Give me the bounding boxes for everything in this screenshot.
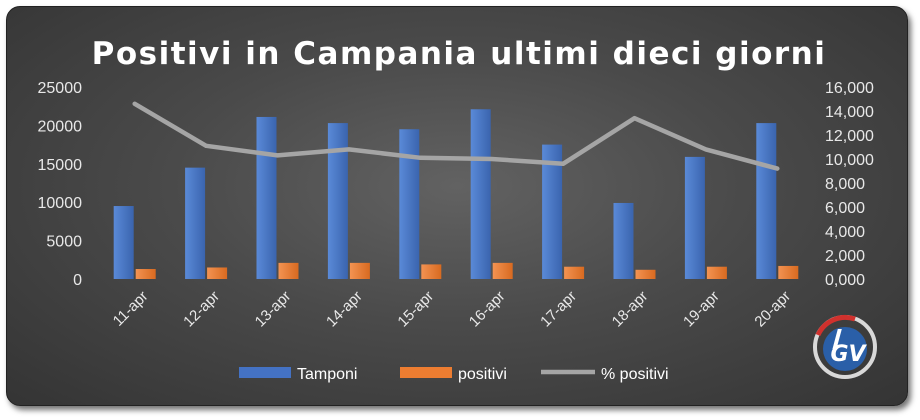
y-right-tick-label: 0,000	[825, 272, 865, 289]
y-axis-left: 0 5000 10000 15000 20000 25000	[38, 80, 83, 289]
x-tick-label: 16-apr	[466, 288, 509, 331]
y-left-tick-label: 10000	[38, 195, 83, 212]
y-right-tick-label: 2,000	[825, 248, 865, 265]
logo-i	[832, 329, 842, 349]
bar-tamponi	[256, 116, 277, 280]
bar-tamponi	[756, 123, 777, 279]
x-tick-label: 18-apr	[609, 288, 652, 331]
y-right-tick-label: 6,000	[825, 200, 865, 217]
legend-label: % positivi	[601, 366, 669, 383]
legend-swatch	[400, 367, 452, 378]
bar-tamponi	[542, 144, 563, 279]
chart-frame: Positivi in Campania ultimi dieci giorni…	[6, 6, 908, 406]
y-left-tick-label: 15000	[38, 157, 83, 174]
x-tick-label: 14-apr	[323, 288, 366, 331]
chart: Positivi in Campania ultimi dieci giorni…	[38, 36, 877, 383]
y-right-tick-label: 16,000	[825, 80, 874, 97]
bar-tamponi	[684, 156, 705, 279]
x-tick-label: 17-apr	[537, 288, 580, 331]
bar-tamponi	[470, 109, 491, 279]
legend-swatch	[239, 367, 291, 378]
bar-tamponi	[113, 206, 134, 279]
y-right-tick-label: 4,000	[825, 224, 865, 241]
y-left-tick-label: 25000	[38, 80, 83, 97]
x-tick-label: 11-apr	[110, 288, 152, 330]
line-percent-positivi	[132, 101, 780, 171]
x-tick-label: 13-apr	[252, 288, 295, 331]
legend-label: positivi	[458, 366, 507, 383]
legend: Tamponi positivi % positivi	[239, 366, 669, 383]
line-series	[132, 101, 780, 171]
y-right-tick-label: 10,000	[825, 152, 874, 169]
y-left-tick-label: 0	[73, 272, 82, 289]
bar-positivi	[278, 262, 299, 279]
bar-positivi	[349, 262, 370, 279]
legend-label: Tamponi	[297, 366, 357, 383]
x-tick-label: 20-apr	[751, 288, 794, 331]
y-right-tick-label: 14,000	[825, 104, 874, 121]
x-tick-label: 15-apr	[394, 288, 437, 331]
logo-arc	[815, 314, 856, 337]
bar-positivi	[492, 262, 513, 279]
chart-title: Positivi in Campania ultimi dieci giorni	[92, 36, 827, 72]
bar-positivi	[706, 266, 727, 279]
bar-tamponi	[327, 123, 348, 279]
bar-tamponi	[399, 129, 420, 279]
y-left-tick-label: 20000	[38, 118, 83, 135]
bar-positivi	[207, 267, 228, 279]
bar-positivi	[778, 265, 799, 279]
bar-tamponi	[185, 167, 206, 279]
bar-positivi	[135, 269, 156, 279]
x-axis: 11-apr 12-apr 13-apr 14-apr 15-apr 16-apr 17-a…	[110, 288, 794, 331]
igv-logo: GV	[813, 314, 877, 379]
bar-positivi	[421, 264, 442, 279]
bar-tamponi	[613, 202, 634, 279]
x-tick-label: 19-apr	[680, 288, 723, 331]
bars	[113, 109, 799, 280]
y-right-tick-label: 12,000	[825, 128, 874, 145]
logo-text: GV	[830, 342, 867, 367]
bar-positivi	[564, 266, 585, 279]
logo-disc	[823, 327, 867, 371]
y-axis-right: 0,000 2,000 4,000 6,000 8,000 10,000 12,000 14,…	[825, 80, 874, 289]
y-left-tick-label: 5000	[46, 234, 82, 251]
y-right-tick-label: 8,000	[825, 176, 865, 193]
bar-positivi	[635, 269, 656, 279]
x-tick-label: 12-apr	[180, 288, 223, 331]
